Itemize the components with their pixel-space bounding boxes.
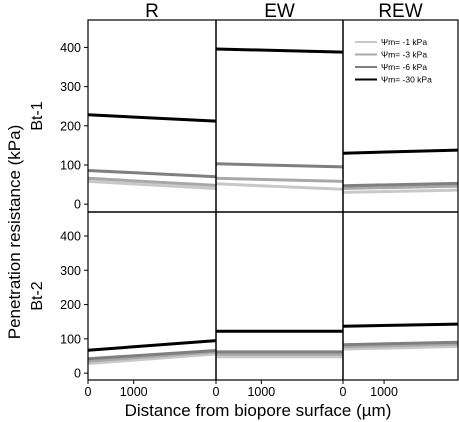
y-tick-label: 0 <box>74 367 81 381</box>
legend-label: Ψm= -30 kPa <box>381 75 432 85</box>
series-line-4 <box>215 47 344 54</box>
legend: Ψm= -1 kPa Ψm= -3 kPa Ψm= -6 kPa Ψm= -30 kP… <box>355 37 432 85</box>
column-title-rew: REW <box>378 1 422 22</box>
x-tick-label: 1000 <box>247 385 275 399</box>
legend-item-3: Ψm= -6 kPa <box>355 62 427 72</box>
legend-item-2: Ψm= -3 kPa <box>355 50 427 60</box>
y-tick-label: 400 <box>60 230 81 244</box>
x-tick-label: 0 <box>340 385 347 399</box>
legend-item-1: Ψm= -1 kPa <box>355 37 427 47</box>
row-labels: Bt-1 Bt-2 <box>29 101 46 310</box>
column-titles: R EW REW <box>145 1 423 22</box>
series-line-4 <box>342 148 459 155</box>
column-title-r: R <box>145 1 159 22</box>
series-line-2 <box>87 350 217 363</box>
row-label-bt-1: Bt-1 <box>29 101 46 130</box>
x-tick-label: 1000 <box>120 385 148 399</box>
x-axis-ticks: 0 1000 0 1000 0 1000 <box>85 380 398 399</box>
panel-bt-1-ew <box>215 47 344 191</box>
series-line-1 <box>87 352 217 365</box>
series-line-2 <box>215 176 344 183</box>
series-line-2 <box>342 342 459 349</box>
series-line-3 <box>215 162 344 169</box>
series-line-3 <box>342 181 459 188</box>
y-tick-label: 100 <box>60 332 81 346</box>
panels <box>87 47 459 365</box>
column-title-ew: EW <box>264 1 295 22</box>
y-tick-label: 300 <box>60 80 81 94</box>
series-line-3 <box>87 349 217 361</box>
series-line-1 <box>342 188 459 194</box>
legend-label: Ψm= -3 kPa <box>381 50 427 60</box>
series-line-2 <box>87 176 217 187</box>
series-line-1 <box>342 344 459 351</box>
series-line-3 <box>87 169 217 179</box>
y-axis-ticks: 0 100 200 300 400 0 100 200 300 400 <box>60 41 88 381</box>
x-axis-title: Distance from biopore surface (µm) <box>125 401 392 420</box>
panel-bt-1-r <box>87 113 217 190</box>
plot-border <box>87 19 459 381</box>
legend-label: Ψm= -6 kPa <box>381 62 427 72</box>
panel-bt-2-r <box>87 339 217 365</box>
series-line-4 <box>87 113 217 123</box>
series-line-1 <box>87 179 217 190</box>
y-axis-title: Penetration resistance (kPa) <box>5 125 24 340</box>
series-line-2 <box>342 184 459 190</box>
x-tick-label: 0 <box>85 385 92 399</box>
y-tick-label: 200 <box>60 119 81 133</box>
y-tick-label: 400 <box>60 41 81 55</box>
y-tick-label: 100 <box>60 158 81 172</box>
row-label-bt-2: Bt-2 <box>29 281 46 310</box>
plot-frame <box>87 19 459 381</box>
panel-bt-2-ew <box>216 329 343 359</box>
x-tick-label: 0 <box>213 385 220 399</box>
legend-item-4: Ψm= -30 kPa <box>355 75 432 85</box>
y-tick-label: 0 <box>74 198 81 212</box>
series-line-4 <box>87 339 217 352</box>
series-line-1 <box>215 182 344 191</box>
y-tick-label: 300 <box>60 264 81 278</box>
y-tick-label: 200 <box>60 298 81 312</box>
series-line-3 <box>342 340 459 347</box>
legend-label: Ψm= -1 kPa <box>381 37 427 47</box>
x-tick-label: 1000 <box>370 385 398 399</box>
panel-bt-1-rew <box>342 148 459 194</box>
series-line-4 <box>342 322 459 328</box>
panel-bt-2-rew <box>342 322 459 351</box>
